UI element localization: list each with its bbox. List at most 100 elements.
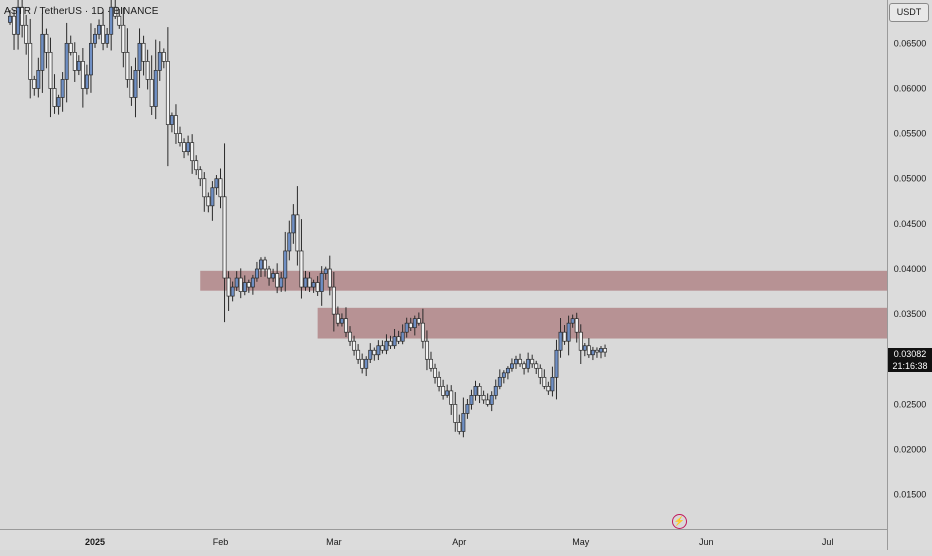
- candle-body-93: [384, 340, 389, 351]
- candle-body-132: [542, 376, 547, 387]
- candle-body-142: [582, 345, 587, 351]
- candle-body-10: [48, 52, 53, 89]
- candle-body-16: [72, 52, 77, 71]
- price-tick-10: 0.01500: [894, 490, 927, 500]
- candle-body-111: [457, 422, 462, 432]
- candle-60: [250, 274, 255, 295]
- candle-body-21: [93, 33, 97, 44]
- candle-22: [97, 19, 101, 40]
- time-tick-4: May: [572, 537, 590, 547]
- candle-body-2: [16, 6, 21, 35]
- candle-13: [60, 72, 65, 112]
- candle-71: [295, 186, 300, 266]
- candle-109: [449, 385, 454, 415]
- candle-body-27: [117, 15, 122, 26]
- candle-105: [433, 363, 437, 384]
- candle-body-82: [339, 318, 344, 324]
- candle-body-46: [194, 160, 199, 171]
- candle-body-133: [546, 386, 551, 392]
- candle-body-17: [76, 61, 81, 71]
- candle-body-123: [505, 367, 510, 374]
- candle-110: [453, 392, 458, 432]
- candle-32: [137, 28, 142, 88]
- candle-body-87: [360, 358, 365, 369]
- candle-123: [505, 366, 510, 380]
- candle-body-146: [599, 348, 603, 353]
- candle-body-33: [141, 42, 146, 62]
- candle-body-55: [230, 286, 235, 297]
- candle-body-115: [473, 386, 478, 396]
- lightning-icon[interactable]: ⚡: [672, 514, 687, 529]
- candle-body-135: [554, 349, 559, 378]
- candle-74: [307, 272, 312, 292]
- candle-body-18: [80, 61, 85, 89]
- candle-129: [530, 354, 535, 368]
- price-tick-4: 0.04500: [894, 219, 927, 229]
- candle-108: [445, 384, 450, 398]
- currency-button[interactable]: USDT: [889, 3, 929, 22]
- candle-64: [267, 265, 272, 286]
- time-axis[interactable]: 2025 Feb Mar Apr May Jun Jul: [0, 529, 887, 550]
- candle-93: [384, 334, 389, 355]
- candle-body-78: [323, 268, 328, 274]
- candle-46: [194, 155, 199, 176]
- candle-91: [376, 340, 381, 361]
- candle-95: [392, 328, 397, 349]
- candle-81: [335, 306, 340, 327]
- candle-body-117: [481, 395, 486, 401]
- candle-countdown: 21:16:38: [892, 361, 928, 371]
- candle-body-113: [465, 404, 470, 414]
- candle-144: [590, 346, 595, 361]
- candle-body-35: [149, 79, 154, 107]
- candle-body-42: [178, 133, 182, 143]
- candle-16: [72, 42, 77, 82]
- price-tick-2: 0.05500: [894, 129, 927, 139]
- candle-140: [574, 312, 579, 343]
- candlestick-chart[interactable]: [0, 0, 888, 529]
- candle-136: [558, 318, 563, 358]
- price-axis[interactable]: 0.06500 0.06000 0.05500 0.05000 0.04500 0.040…: [887, 0, 932, 550]
- candle-body-63: [263, 259, 267, 270]
- candle-body-24: [105, 33, 110, 44]
- candle-21: [93, 28, 97, 48]
- candle-137: [562, 325, 567, 345]
- candle-111: [457, 414, 462, 435]
- candle-35: [149, 55, 154, 115]
- candle-127: [522, 361, 527, 375]
- candle-body-51: [214, 178, 219, 189]
- candle-body-98: [404, 322, 409, 333]
- candle-body-143: [586, 345, 591, 356]
- candle-65: [271, 268, 276, 282]
- candle-38: [161, 48, 166, 69]
- candle-body-62: [259, 259, 263, 270]
- candle-body-145: [595, 349, 599, 353]
- chart-plot-area[interactable]: [0, 0, 888, 529]
- time-tick-2: Mar: [326, 537, 342, 547]
- candle-body-57: [238, 277, 243, 292]
- time-tick-6: Jul: [822, 537, 834, 547]
- candle-10: [48, 37, 53, 118]
- candle-112: [461, 397, 466, 438]
- symbol-title[interactable]: ASTR / TetherUS · 1D · BINANCE: [4, 6, 159, 17]
- candle-body-83: [344, 318, 348, 333]
- candle-body-126: [518, 358, 522, 365]
- candle-146: [599, 345, 603, 359]
- candle-106: [437, 371, 442, 392]
- candle-body-112: [461, 413, 466, 432]
- candle-12: [56, 94, 61, 115]
- candle-body-134: [550, 376, 555, 392]
- candle-44: [186, 135, 191, 156]
- candle-125: [514, 355, 518, 369]
- candle-124: [509, 358, 514, 372]
- candle-body-68: [283, 250, 288, 279]
- candle-body-88: [364, 358, 369, 369]
- candle-body-92: [380, 345, 385, 351]
- candle-126: [518, 353, 522, 367]
- candle-body-22: [97, 24, 101, 35]
- candle-body-136: [558, 331, 563, 351]
- candle-body-15: [68, 42, 73, 53]
- candle-body-140: [574, 318, 579, 333]
- price-tick-6: 0.03500: [894, 309, 927, 319]
- candle-97: [400, 324, 405, 345]
- candle-82: [339, 313, 344, 327]
